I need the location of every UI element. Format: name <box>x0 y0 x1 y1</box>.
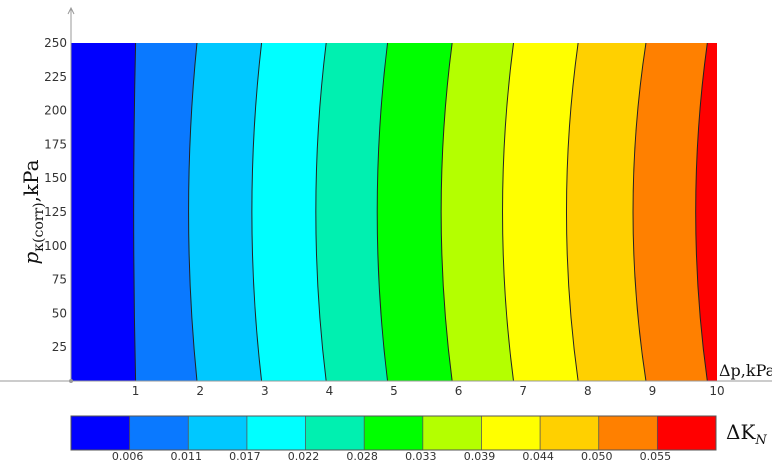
contour-line <box>566 43 579 381</box>
y-tick-label: 100 <box>44 239 67 253</box>
colorbar-tick-label: 0.050 <box>581 450 613 462</box>
y-axis-label-sub: к(corr) <box>31 202 47 251</box>
contour-line <box>502 43 515 381</box>
colorbar-swatch <box>188 416 248 450</box>
y-axis-arrow <box>67 6 75 15</box>
colorbar-swatch <box>598 416 658 450</box>
contour-line <box>695 43 708 381</box>
colorbar-swatch <box>481 416 541 450</box>
colorbar-tick-label: 0.028 <box>346 450 378 462</box>
x-tick-label: 10 <box>709 384 724 398</box>
contour-line <box>188 43 198 381</box>
colorbar-tick-label: 0.011 <box>171 450 203 462</box>
colorbar-tick-label: 0.006 <box>112 450 144 462</box>
y-tick-label: 75 <box>52 273 67 287</box>
colorbar-swatch <box>540 416 600 450</box>
x-tick-label: 8 <box>584 384 592 398</box>
x-axis-label: Δp,kPa <box>719 361 772 380</box>
contour-band <box>441 43 514 381</box>
contour-fill-regions <box>71 43 717 381</box>
colorbar-frame <box>70 415 717 451</box>
y-tick-label: 200 <box>44 104 67 118</box>
contour-band <box>566 43 646 381</box>
contour-line <box>315 43 327 381</box>
contour-band <box>133 43 197 381</box>
colorbar-swatch <box>657 416 717 450</box>
contour-line <box>440 43 453 381</box>
contour-band <box>695 43 717 381</box>
y-tick-label: 175 <box>44 137 67 151</box>
x-tick-label: 7 <box>519 384 527 398</box>
contour-line <box>632 43 647 381</box>
contour-band <box>251 43 327 381</box>
colorbar-tick-label: 0.033 <box>405 450 437 462</box>
tick-labels: 1 2 3 4 5 6 7 8 9 10 25 50 75 100 125 150 175 200 225 250 <box>44 36 725 398</box>
contour-band <box>315 43 388 381</box>
x-tick-label: 9 <box>649 384 657 398</box>
colorbar-swatch <box>71 416 130 450</box>
colorbar-tick-label: 0.039 <box>464 450 496 462</box>
contour-line <box>376 43 389 381</box>
x-tick-label: 6 <box>455 384 463 398</box>
x-tick-label: 3 <box>261 384 269 398</box>
colorbar-label: ΔKN <box>726 420 767 448</box>
colorbar-swatch <box>305 416 365 450</box>
colorbar-swatch <box>129 416 189 450</box>
contour-band <box>633 43 708 381</box>
colorbar-swatch <box>246 416 306 450</box>
colorbar-swatch <box>364 416 424 450</box>
contour-band <box>71 43 136 381</box>
contour-lines <box>133 43 708 381</box>
y-tick-label: 25 <box>52 340 67 354</box>
y-tick-label: 225 <box>44 70 67 84</box>
contour-band <box>188 43 262 381</box>
contour-band <box>502 43 579 381</box>
y-tick-label: 250 <box>44 36 67 50</box>
x-tick-label: 5 <box>390 384 398 398</box>
colorbar-tick-label: 0.022 <box>288 450 320 462</box>
colorbar-label-sub: N <box>754 433 767 448</box>
x-tick-label: 1 <box>132 384 140 398</box>
colorbar-swatch <box>422 416 482 450</box>
y-axis-label-main: p <box>19 252 43 265</box>
contour-line <box>133 43 137 381</box>
x-tick-label: 4 <box>326 384 334 398</box>
y-tick-label: 50 <box>52 306 67 320</box>
colorbar-tick-label: 0.044 <box>522 450 554 462</box>
colorbar-label-main: ΔK <box>726 420 756 444</box>
y-tick-label: 150 <box>44 171 67 185</box>
axes <box>0 6 772 383</box>
origin-marker <box>69 379 73 383</box>
colorbar-tick-label: 0.055 <box>640 450 672 462</box>
y-axis-label: pк(corr),kPa <box>19 159 47 264</box>
y-axis-label-tail: ,kPa <box>19 159 43 202</box>
x-tick-label: 2 <box>196 384 204 398</box>
colorbar: 0.006 0.011 0.017 0.022 0.028 0.033 0.039 0.044… <box>70 415 717 462</box>
colorbar-tick-label: 0.017 <box>229 450 261 462</box>
y-tick-label: 125 <box>44 205 67 219</box>
contour-band <box>377 43 453 381</box>
contour-line <box>251 43 263 381</box>
